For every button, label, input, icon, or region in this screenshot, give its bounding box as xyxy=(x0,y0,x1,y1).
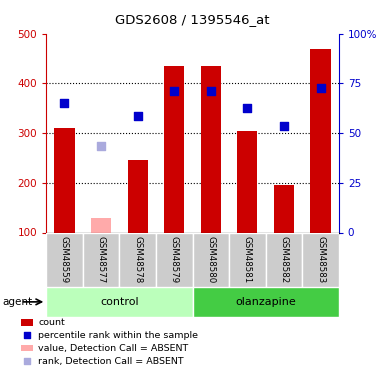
Point xyxy=(244,105,251,111)
Bar xyxy=(46,287,192,317)
Point xyxy=(318,86,324,92)
Bar xyxy=(156,232,192,287)
Bar xyxy=(201,66,221,232)
Bar xyxy=(192,232,229,287)
Text: GSM48583: GSM48583 xyxy=(316,236,325,284)
Bar xyxy=(229,232,266,287)
Bar xyxy=(21,320,33,326)
Bar xyxy=(237,130,258,232)
Point xyxy=(135,113,141,119)
Point xyxy=(208,88,214,94)
Bar xyxy=(54,128,75,232)
Bar xyxy=(164,66,184,232)
Bar xyxy=(21,345,33,351)
Text: GSM48582: GSM48582 xyxy=(280,236,288,284)
Text: count: count xyxy=(38,318,65,327)
Bar xyxy=(302,232,339,287)
Point xyxy=(61,100,68,106)
Text: percentile rank within the sample: percentile rank within the sample xyxy=(38,331,198,340)
Bar xyxy=(83,232,119,287)
Text: rank, Detection Call = ABSENT: rank, Detection Call = ABSENT xyxy=(38,357,184,366)
Point xyxy=(281,123,287,129)
Text: agent: agent xyxy=(2,297,32,307)
Text: GDS2608 / 1395546_at: GDS2608 / 1395546_at xyxy=(115,13,270,26)
Bar xyxy=(46,232,83,287)
Text: GSM48578: GSM48578 xyxy=(133,236,142,284)
Bar xyxy=(266,232,302,287)
Text: olanzapine: olanzapine xyxy=(235,297,296,307)
Text: GSM48581: GSM48581 xyxy=(243,236,252,284)
Bar xyxy=(119,232,156,287)
Bar xyxy=(310,49,331,232)
Bar xyxy=(91,217,111,232)
Text: GSM48577: GSM48577 xyxy=(97,236,105,284)
Point xyxy=(24,358,30,364)
Text: GSM48559: GSM48559 xyxy=(60,236,69,283)
Text: control: control xyxy=(100,297,139,307)
Point xyxy=(171,88,177,94)
Text: GSM48580: GSM48580 xyxy=(206,236,215,284)
Bar xyxy=(274,185,294,232)
Point xyxy=(98,142,104,148)
Text: GSM48579: GSM48579 xyxy=(170,236,179,283)
Point xyxy=(24,333,30,339)
Bar xyxy=(192,287,339,317)
Bar xyxy=(127,160,148,232)
Text: value, Detection Call = ABSENT: value, Detection Call = ABSENT xyxy=(38,344,189,353)
